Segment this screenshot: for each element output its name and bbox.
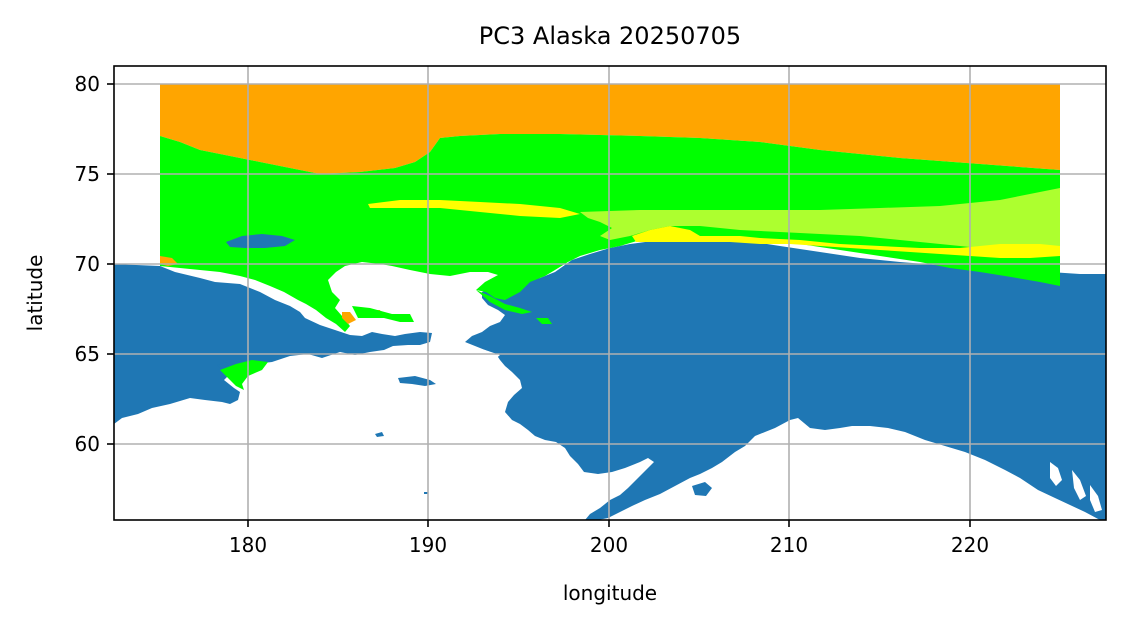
x-axis-title: longitude <box>563 581 657 605</box>
land-layer <box>114 238 1106 520</box>
y-axis-title: latitude <box>23 255 47 332</box>
region-yellow-streak <box>368 200 580 218</box>
map-area <box>114 66 1106 520</box>
land-alaska <box>465 238 1106 520</box>
region-green-coast-3 <box>536 318 552 324</box>
land-island-1 <box>375 432 384 437</box>
water-features <box>465 342 1102 512</box>
land-kodiak <box>692 482 712 496</box>
region-greenyellow <box>580 188 1060 256</box>
region-orange-speck-2 <box>342 312 356 324</box>
y-tick-label: 60 <box>75 432 100 456</box>
x-tick-label: 220 <box>951 533 989 557</box>
prince-william-sound <box>818 432 842 442</box>
x-tick-label: 180 <box>229 533 267 557</box>
cook-inlet <box>742 440 775 470</box>
land-wrangel <box>226 234 295 248</box>
x-tick-label: 190 <box>409 533 447 557</box>
southeast-fjord-3 <box>1090 485 1102 512</box>
x-tick-label: 210 <box>770 533 808 557</box>
norton-sound <box>465 342 500 362</box>
x-tick-labels: 180 190 200 210 220 <box>229 533 989 557</box>
tick-marks <box>107 83 971 527</box>
axes-frame <box>113 65 1107 521</box>
chart-title: PC3 Alaska 20250705 <box>479 22 741 50</box>
land-island-2 <box>424 492 428 494</box>
southeast-fjord-1 <box>1050 462 1062 486</box>
grid <box>114 66 1106 520</box>
land-stlawrence <box>398 376 436 386</box>
pc3-overlay <box>160 84 1060 390</box>
land-chukotka <box>114 264 432 424</box>
region-green-stlawrence <box>220 360 268 390</box>
y-tick-label: 80 <box>75 72 100 96</box>
y-tick-label: 70 <box>75 252 100 276</box>
y-tick-label: 65 <box>75 342 100 366</box>
southeast-fjord-2 <box>1072 470 1086 500</box>
region-yellow-lower <box>632 226 1060 258</box>
region-green-coast-1 <box>352 306 414 322</box>
y-tick-label: 75 <box>75 162 100 186</box>
y-tick-labels: 80 75 70 65 60 <box>75 72 100 456</box>
x-tick-label: 200 <box>590 533 628 557</box>
region-green-coast-2 <box>476 290 532 314</box>
